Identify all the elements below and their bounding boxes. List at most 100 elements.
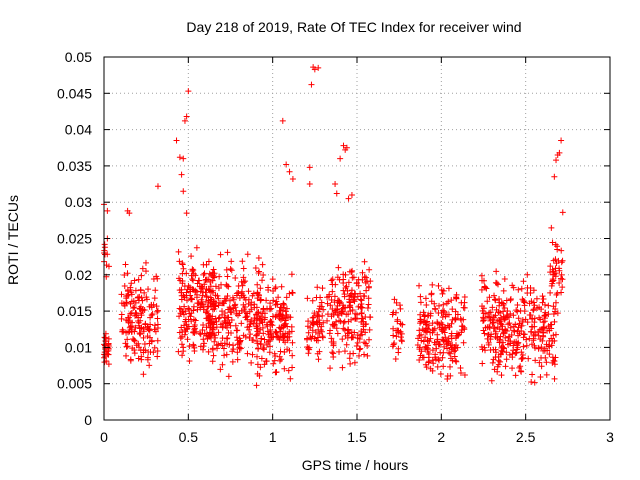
data-point [260, 345, 267, 352]
data-point [441, 343, 448, 350]
data-point [249, 351, 256, 358]
data-point [175, 275, 182, 282]
data-point [252, 332, 259, 339]
data-point [179, 280, 186, 287]
data-point [430, 360, 437, 367]
data-point [350, 334, 357, 341]
data-point [431, 325, 438, 332]
data-point [541, 301, 548, 308]
data-point [236, 335, 243, 342]
data-point [487, 333, 494, 340]
data-point [416, 356, 423, 363]
data-point [344, 287, 351, 294]
data-point [254, 325, 261, 332]
data-point [221, 295, 228, 302]
data-point [551, 375, 558, 382]
data-point [515, 315, 522, 322]
data-point [118, 311, 125, 318]
data-point [345, 311, 352, 318]
data-point [105, 351, 112, 358]
data-point [101, 244, 108, 251]
data-point [461, 372, 468, 379]
data-point [479, 346, 486, 353]
data-point [398, 338, 405, 345]
data-point [519, 354, 526, 361]
data-point [557, 275, 564, 282]
data-point [123, 317, 130, 324]
data-point [532, 331, 539, 338]
data-point [281, 320, 288, 327]
data-point [519, 317, 526, 324]
data-point [147, 314, 154, 321]
data-point [484, 298, 491, 305]
data-point [507, 324, 514, 331]
y-tick-label: 0.005 [57, 376, 92, 392]
data-point [329, 349, 336, 356]
data-point [223, 351, 230, 358]
data-point [244, 350, 251, 357]
data-point [487, 309, 494, 316]
y-tick-label: 0.025 [57, 231, 92, 247]
data-point [527, 312, 534, 319]
data-point [390, 332, 397, 339]
data-point [340, 142, 347, 149]
data-point [228, 258, 235, 265]
data-point [550, 271, 557, 278]
data-point [130, 305, 137, 312]
data-point [329, 288, 336, 295]
data-point [309, 314, 316, 321]
data-point [224, 283, 231, 290]
data-point [481, 277, 488, 284]
data-point [500, 329, 507, 336]
data-point [518, 355, 525, 362]
data-point [227, 329, 234, 336]
data-point [461, 294, 468, 301]
data-point [105, 361, 112, 368]
data-point [269, 322, 276, 329]
data-point [259, 277, 266, 284]
data-point [309, 327, 316, 334]
data-point [493, 280, 500, 287]
data-point [337, 155, 344, 162]
data-point [151, 322, 158, 329]
data-point [537, 316, 544, 323]
data-point [317, 327, 324, 334]
data-point [247, 331, 254, 338]
data-point [497, 310, 504, 317]
data-point [249, 337, 256, 344]
data-point [183, 297, 190, 304]
data-point [324, 317, 331, 324]
data-point [513, 338, 520, 345]
data-point [328, 335, 335, 342]
data-point [209, 269, 216, 276]
data-point [425, 312, 432, 319]
data-point [542, 354, 549, 361]
data-point [489, 320, 496, 327]
data-point [498, 299, 505, 306]
data-point [335, 297, 342, 304]
data-point [254, 281, 261, 288]
data-point [140, 371, 147, 378]
data-point [211, 338, 218, 345]
data-point [153, 303, 160, 310]
data-point [447, 350, 454, 357]
data-point [205, 348, 212, 355]
data-point [354, 311, 361, 318]
data-point [417, 299, 424, 306]
data-point [138, 294, 145, 301]
data-point [344, 334, 351, 341]
data-point [453, 358, 460, 365]
data-point [197, 331, 204, 338]
data-point [516, 330, 523, 337]
data-point [445, 285, 452, 292]
data-point [190, 277, 197, 284]
data-point [355, 303, 362, 310]
data-point [324, 300, 331, 307]
y-tick-label: 0.05 [65, 49, 92, 65]
data-point [121, 271, 128, 278]
data-point [263, 297, 270, 304]
data-point [439, 314, 446, 321]
data-point [154, 308, 161, 315]
data-point [364, 342, 371, 349]
data-point [500, 287, 507, 294]
